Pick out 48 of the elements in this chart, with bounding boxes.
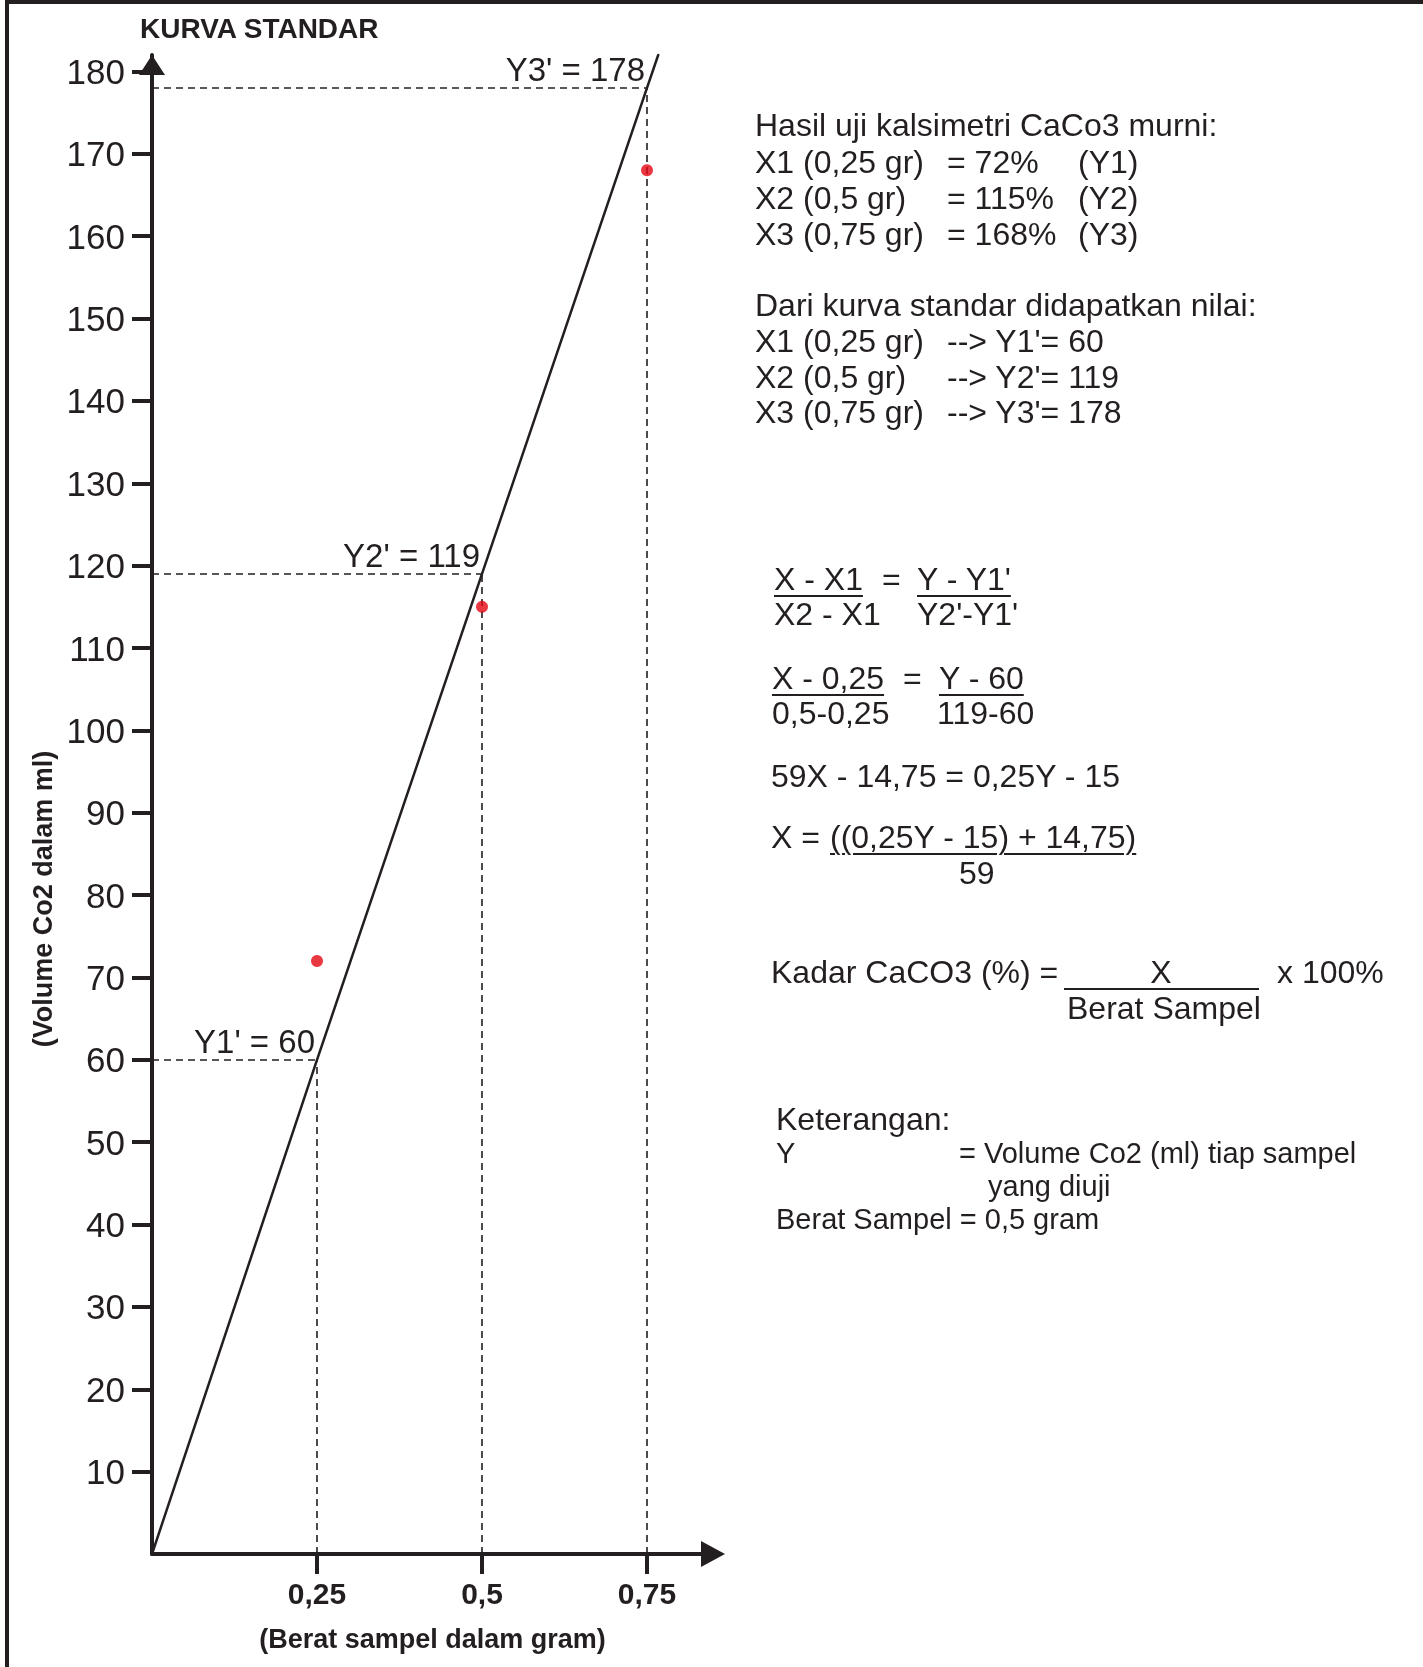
text: (Y3) [1078, 215, 1139, 254]
text: x 100% [1277, 952, 1384, 992]
text: 59X - 14,75 = 0,25Y - 15 [771, 756, 1120, 796]
text: Kadar CaCO3 (%) = [771, 952, 1059, 992]
chart-title: KURVA STANDAR [140, 12, 379, 44]
text: X = [771, 817, 820, 857]
text: (Y1) [1078, 142, 1139, 182]
y-tick-label: 70 [86, 957, 125, 997]
y-tick-label: 40 [86, 1205, 125, 1245]
text: = [903, 658, 922, 698]
text: ((0,25Y - 15) + 14,75) [830, 817, 1137, 857]
y-tick-label: 140 [66, 381, 125, 421]
text: yang diuji [988, 1168, 1111, 1204]
y-tick-label: 150 [66, 299, 125, 339]
y-tick-label: 180 [66, 51, 125, 91]
y-tick-label: 30 [86, 1287, 125, 1327]
text: X1 (0,25 gr) [755, 143, 924, 182]
y-tick-label: 170 [66, 134, 125, 174]
text: 59 [959, 854, 995, 893]
text: X2 (0,5 gr) [755, 179, 907, 218]
text: Hasil uji kalsimetri CaCo3 murni: [755, 105, 1218, 145]
text: = [882, 559, 901, 599]
ref-line-label: Y1' = 60 [194, 1022, 315, 1060]
y-tick-label: 90 [86, 793, 125, 833]
y-tick-label: 50 [86, 1122, 125, 1162]
text: X2 (0,5 gr) [755, 358, 907, 397]
text: Y [776, 1136, 796, 1171]
y-axis-title: (Volume Co2 dalam ml) [27, 750, 58, 1048]
ref-line-label: Y3' = 178 [505, 50, 645, 88]
text: Berat Sampel = 0,5 gram [776, 1202, 1100, 1237]
y-tick-label: 100 [66, 710, 125, 750]
y-tick-label: 160 [66, 216, 125, 256]
y-tick-label: 130 [66, 463, 125, 503]
x-tick-label: 0,5 [461, 1576, 503, 1610]
y-tick-label: 20 [86, 1369, 125, 1409]
text: X3 (0,75 gr) [755, 215, 924, 254]
x-tick-label: 0,25 [287, 1576, 347, 1610]
y-tick-label: 10 [86, 1452, 125, 1492]
text: Keterangan: [776, 1099, 951, 1139]
ref-line-label: Y2' = 119 [343, 536, 480, 574]
y-tick-label: 60 [86, 1040, 125, 1080]
x-axis-title: (Berat sampel dalam gram) [259, 1623, 606, 1654]
y-tick-label: 80 [86, 875, 125, 915]
text: = Volume Co2 (ml) tiap sampel [959, 1135, 1357, 1171]
y-tick-label: 120 [66, 546, 125, 586]
x-tick-label: 0,75 [617, 1576, 677, 1610]
y-tick-label: 110 [69, 628, 125, 668]
text: (Y2) [1078, 179, 1139, 218]
